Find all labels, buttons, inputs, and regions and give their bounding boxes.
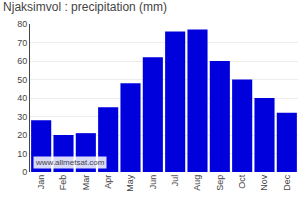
- svg-text:40: 40: [17, 93, 27, 103]
- svg-text:Jan: Jan: [36, 175, 46, 190]
- svg-text:70: 70: [17, 38, 27, 48]
- svg-text:Aug: Aug: [192, 175, 202, 191]
- svg-text:Apr: Apr: [103, 175, 113, 189]
- svg-text:Njaksimvol : precipitation (mm: Njaksimvol : precipitation (mm): [3, 0, 167, 14]
- svg-text:Feb: Feb: [58, 175, 68, 191]
- svg-text:www.allmetsat.com: www.allmetsat.com: [35, 158, 105, 167]
- svg-text:60: 60: [17, 56, 27, 66]
- svg-text:50: 50: [17, 75, 27, 85]
- svg-text:0: 0: [22, 167, 27, 177]
- svg-text:Dec: Dec: [282, 174, 292, 191]
- svg-text:20: 20: [17, 130, 27, 140]
- svg-text:May: May: [125, 174, 135, 192]
- svg-text:30: 30: [17, 112, 27, 122]
- svg-text:Oct: Oct: [237, 174, 247, 189]
- svg-text:Mar: Mar: [81, 175, 91, 191]
- svg-text:Jun: Jun: [148, 175, 158, 190]
- svg-text:Sep: Sep: [215, 175, 225, 191]
- svg-text:80: 80: [17, 19, 27, 29]
- svg-text:Nov: Nov: [259, 174, 269, 191]
- svg-text:10: 10: [17, 149, 27, 159]
- svg-text:Jul: Jul: [170, 175, 180, 187]
